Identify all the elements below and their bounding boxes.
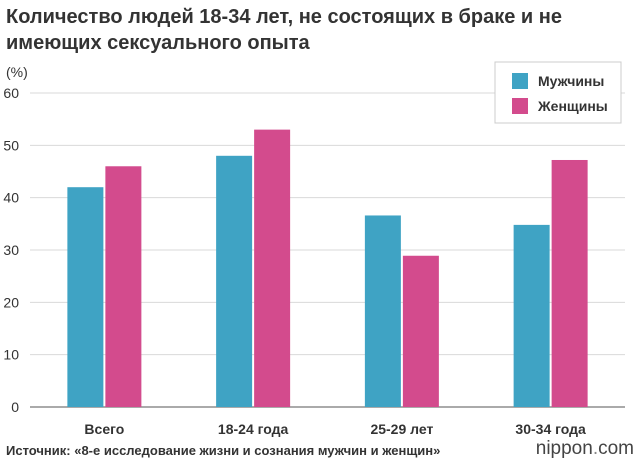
brand-domain: com [598, 438, 634, 459]
legend-label: Мужчины [538, 73, 604, 89]
source-note: Источник: «8-е исследование жизни и созн… [6, 443, 441, 458]
bars [67, 129, 588, 407]
y-tick-label: 20 [3, 294, 19, 310]
chart-title: Количество людей 18-34 лет, не состоящих… [6, 6, 562, 54]
legend-swatch [512, 98, 528, 114]
x-tick-label: 18-24 года [218, 421, 289, 437]
axes: 0 10 20 30 40 50 60 (%) Всего 18-24 года 25-29 лет… [3, 64, 586, 437]
bar [67, 187, 104, 407]
y-tick-label: 30 [3, 242, 19, 258]
x-tick-label: 30-34 года [515, 421, 586, 437]
y-axis-label: (%) [6, 64, 28, 80]
bar [513, 224, 550, 407]
y-tick-label: 40 [3, 190, 19, 206]
bar [402, 255, 439, 407]
y-tick-label: 0 [11, 399, 19, 415]
bar [254, 129, 291, 407]
brand-logo: nippon.com [536, 438, 634, 460]
legend-swatch [512, 73, 528, 89]
bar [216, 155, 253, 407]
bar [551, 159, 588, 407]
legend-label: Женщины [537, 98, 608, 114]
y-tick-label: 50 [3, 137, 19, 153]
brand-name: nippon [535, 438, 593, 459]
x-tick-label: 25-29 лет [370, 421, 433, 437]
y-tick-label: 10 [3, 347, 19, 363]
bar [364, 215, 401, 407]
brand-dot: . [592, 438, 599, 459]
legend: Мужчины Женщины [494, 61, 622, 124]
x-tick-label: Всего [84, 421, 124, 437]
bar [105, 166, 142, 407]
y-tick-label: 60 [3, 85, 19, 101]
